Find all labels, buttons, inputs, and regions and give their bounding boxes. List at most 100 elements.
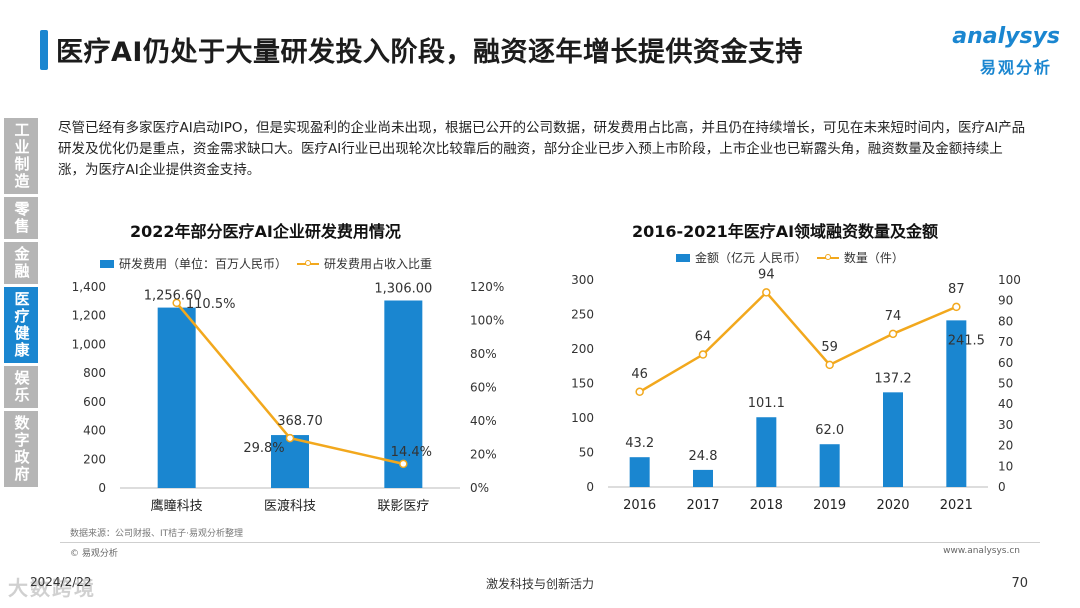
- bar-医渡科技: [271, 435, 309, 488]
- chart2-legend-line: 数量（件）: [816, 249, 904, 266]
- legend-bar-swatch: [676, 253, 690, 262]
- x-tick-label: 2018: [750, 498, 783, 513]
- line-point: [399, 459, 408, 469]
- copyright-text: © 易观分析: [70, 549, 118, 559]
- y-right-tick-label: 100%: [470, 314, 504, 328]
- y-right-tick-label: 10: [998, 459, 1013, 473]
- chart2-title: 2016-2021年医疗AI领域融资数量及金额: [632, 222, 939, 241]
- bar-data-label: 368.70: [277, 414, 323, 429]
- y-right-tick-label: 20%: [470, 448, 497, 462]
- bar-data-label: 43.2: [625, 436, 654, 451]
- y-right-tick-label: 20: [998, 439, 1013, 453]
- line-point: [635, 387, 644, 397]
- y-right-tick-label: 40%: [470, 414, 497, 428]
- logo-text-cn: 易观分析: [979, 58, 1052, 77]
- y-left-tick-label: 1,000: [72, 337, 106, 351]
- chart1-title: 2022年部分医疗AI企业研发费用情况: [130, 222, 401, 241]
- chart2-legend: 金额（亿元 人民币） 数量（件）: [676, 249, 904, 266]
- y-right-tick-label: 90: [998, 294, 1013, 308]
- line-point: [285, 433, 295, 443]
- line-data-label: 87: [948, 282, 965, 297]
- y-right-tick-label: 80%: [470, 347, 497, 361]
- chart1-legend-line-label: 研发费用占收入比重: [324, 257, 433, 271]
- x-tick-label: 联影医疗: [377, 499, 429, 514]
- bar-2020: [883, 392, 903, 487]
- bar-鹰瞳科技: [157, 307, 196, 488]
- y-left-tick-label: 300: [571, 273, 594, 287]
- y-left-tick-label: 800: [83, 366, 106, 380]
- y-left-tick-label: 1,200: [72, 309, 106, 323]
- y-left-tick-label: 50: [579, 446, 594, 460]
- series-line: [639, 290, 957, 393]
- line-point: [172, 298, 181, 308]
- line-data-label: 110.5%: [186, 297, 236, 312]
- footer-divider: [60, 542, 1040, 543]
- legend-line-swatch: [816, 253, 839, 260]
- y-right-tick-label: 120%: [470, 280, 504, 294]
- side-nav-label: 娱乐: [12, 370, 31, 404]
- chart2-svg: 0 50 100 150 200 250 300 0 10 20 30 40 50 60 70 80 90 100…: [571, 267, 1021, 513]
- x-tick-label: 医渡科技: [264, 498, 316, 514]
- chart1-legend-bar: 研发费用（单位：百万人民币）: [100, 255, 287, 272]
- bar-2017: [693, 469, 713, 487]
- bar-data-label: 1,256.60: [144, 289, 202, 304]
- y-left-tick-label: 100: [571, 411, 594, 425]
- side-nav-item-5[interactable]: 数字政府: [4, 411, 38, 487]
- bar-data-label: 1,306.00: [374, 281, 432, 296]
- x-tick-label: 2016: [623, 498, 656, 513]
- y-left-tick-label: 250: [571, 308, 594, 322]
- line-data-label: 29.8%: [243, 441, 284, 456]
- side-nav-item-0[interactable]: 工业制造: [4, 118, 38, 194]
- line-data-label: 64: [695, 330, 712, 345]
- y-right-tick-label: 30: [998, 418, 1013, 432]
- logo-text-en: analysys: [952, 24, 1060, 49]
- page-title: 医疗AI仍处于大量研发投入阶段，融资逐年增长提供资金支持: [56, 37, 803, 68]
- chart1-svg: 0 200 400 600 800 1,000 1,200 1,400 0% 20% 40% 60% 8…: [72, 280, 505, 514]
- report-date: 2024/2/22: [30, 575, 92, 589]
- side-nav-label: 金融: [12, 246, 31, 280]
- footer-slogan: 激发科技与创新活力: [485, 577, 594, 591]
- chart2-legend-bar-label: 金额（亿元 人民币）: [695, 251, 807, 265]
- side-nav-item-2[interactable]: 金融: [4, 242, 38, 284]
- y-left-tick-label: 400: [83, 424, 106, 438]
- y-right-tick-label: 50: [998, 377, 1013, 391]
- line-data-label: 74: [885, 309, 902, 324]
- side-nav-label: 数字政府: [12, 415, 31, 483]
- line-point: [762, 288, 771, 297]
- bar-data-label: 241.5: [948, 333, 985, 348]
- side-nav-item-1[interactable]: 零售: [4, 197, 38, 239]
- y-left-tick-label: 1,400: [72, 280, 106, 294]
- bar-data-label: 137.2: [874, 371, 911, 386]
- bar-data-label: 62.0: [815, 423, 844, 438]
- side-nav-item-4[interactable]: 娱乐: [4, 366, 38, 408]
- page-number: 70: [1011, 576, 1028, 591]
- side-nav-item-3[interactable]: 医疗健康: [4, 287, 38, 363]
- legend-line-swatch: [297, 259, 320, 266]
- line-data-label: 94: [758, 267, 775, 282]
- y-right-tick-label: 0%: [470, 481, 489, 495]
- industry-side-nav: 工业制造零售金融医疗健康娱乐数字政府: [4, 118, 38, 490]
- y-left-tick-label: 200: [571, 342, 594, 356]
- x-tick-label: 2017: [686, 498, 719, 513]
- y-right-tick-label: 40: [998, 397, 1013, 411]
- watermark-text: 大数跨境: [8, 576, 96, 600]
- line-point: [888, 329, 898, 339]
- intro-paragraph: 尽管已经有多家医疗AI启动IPO，但是实现盈利的企业尚未出现，根据已公开的公司数…: [58, 120, 1026, 178]
- side-nav-label: 零售: [12, 201, 31, 235]
- y-left-tick-label: 200: [83, 452, 106, 466]
- y-right-tick-label: 100: [998, 273, 1021, 287]
- bar-data-label: 101.1: [748, 396, 785, 411]
- bar-2019: [819, 444, 840, 487]
- x-tick-label: 2020: [876, 498, 909, 513]
- line-data-label: 59: [821, 340, 838, 355]
- y-left-tick-label: 0: [98, 481, 106, 495]
- data-source-note: 数据来源：公司财报、IT桔子·易观分析整理: [70, 529, 244, 539]
- chart1-legend-bar-label: 研发费用（单位：百万人民币）: [119, 257, 288, 271]
- x-tick-label: 2019: [813, 498, 846, 513]
- analysys-logo: analysys 易观分析: [950, 22, 1060, 78]
- line-point: [952, 302, 961, 312]
- bar-联影医疗: [384, 300, 423, 488]
- y-right-tick-label: 80: [998, 314, 1013, 328]
- chart2-legend-line-label: 数量（件）: [843, 251, 904, 265]
- website-link[interactable]: www.analysys.cn: [943, 546, 1020, 556]
